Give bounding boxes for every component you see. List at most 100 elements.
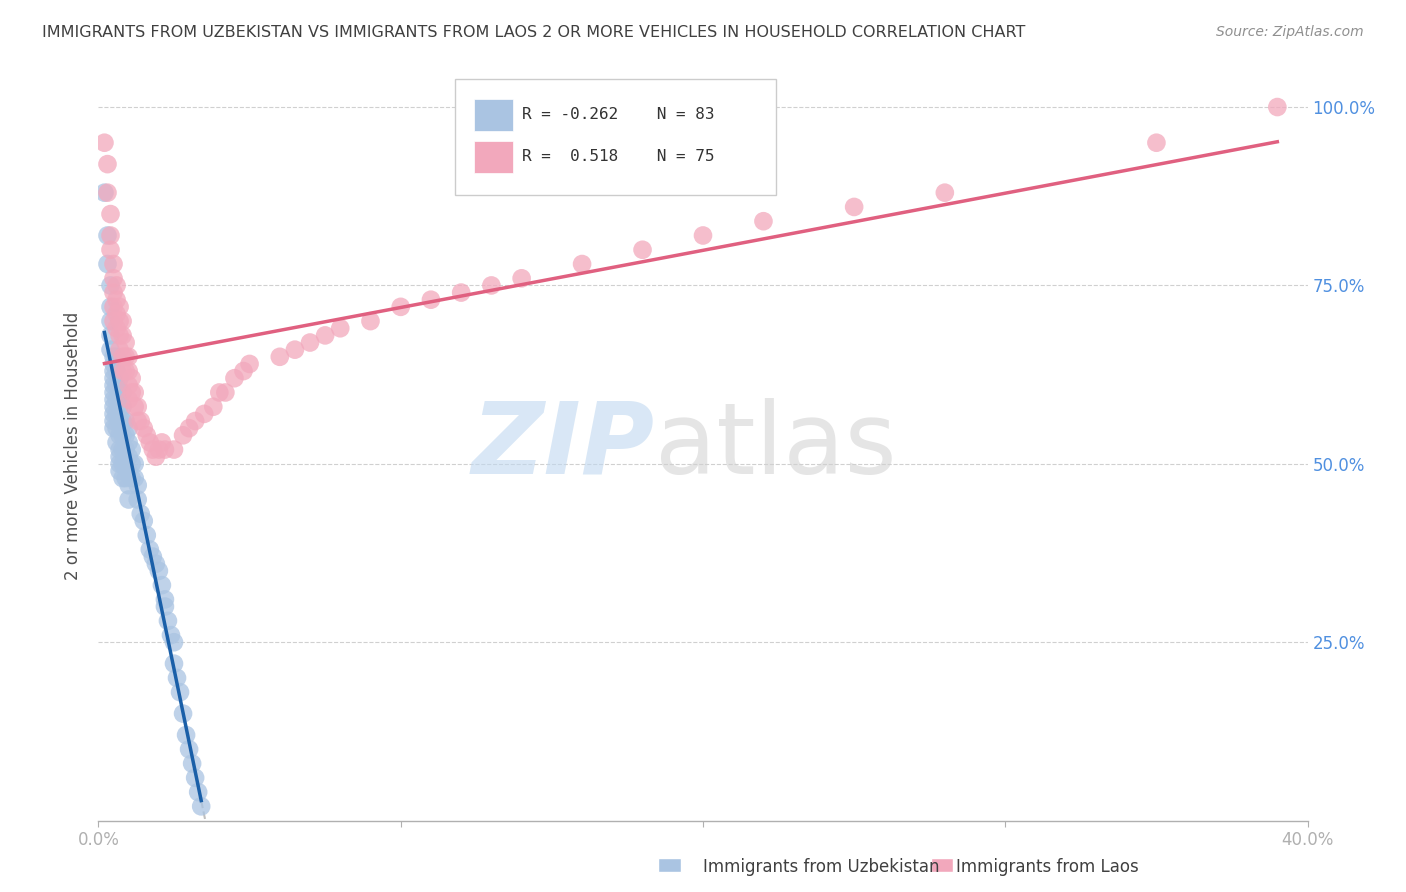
Point [111,314,134,328]
Point [214,385,236,400]
Point [100,243,122,257]
Point [193,407,215,421]
Point [179,421,201,435]
Point [450,285,472,300]
Text: atlas: atlas [655,398,896,494]
Point [145,450,167,464]
Point [105,321,128,335]
Point [111,400,134,414]
Point [184,771,207,785]
Point [114,350,136,364]
Point [232,364,254,378]
Point [121,442,143,457]
Point [111,471,134,485]
Point [108,385,131,400]
Point [187,785,209,799]
Point [139,435,162,450]
Point [93,136,115,150]
Point [96,257,118,271]
Point [150,435,173,450]
Point [103,400,125,414]
Point [111,428,134,442]
Point [127,478,149,492]
Point [163,442,186,457]
Point [1267,100,1289,114]
Point [121,371,143,385]
Point [132,514,155,528]
Point [118,450,141,464]
Point [108,457,131,471]
Point [179,742,201,756]
Point [103,378,125,392]
Point [118,392,141,407]
Point [108,414,131,428]
Point [329,321,352,335]
Point [153,599,176,614]
Point [150,578,173,592]
FancyBboxPatch shape [474,141,513,172]
Point [114,457,136,471]
Point [153,442,176,457]
Point [103,392,125,407]
Point [129,507,152,521]
Point [105,435,128,450]
Point [132,421,155,435]
Point [510,271,533,285]
Point [121,457,143,471]
Point [100,343,122,357]
Point [108,314,131,328]
Point [148,564,170,578]
Point [135,528,157,542]
Bar [931,858,953,872]
Point [100,278,122,293]
Point [166,671,188,685]
Point [103,257,125,271]
Point [142,442,165,457]
Point [420,293,443,307]
Point [299,335,322,350]
Point [202,400,225,414]
Point [111,442,134,457]
Point [127,400,149,414]
Point [1144,136,1167,150]
Point [105,278,128,293]
Point [135,428,157,442]
Point [118,435,141,450]
Point [481,278,503,293]
Point [571,257,593,271]
Text: R = -0.262    N = 83: R = -0.262 N = 83 [522,107,714,122]
Point [96,186,118,200]
Point [100,207,122,221]
Point [124,400,146,414]
Point [284,343,307,357]
Point [108,371,131,385]
Point [169,685,191,699]
Point [105,392,128,407]
Point [114,428,136,442]
Point [145,557,167,571]
Point [181,756,204,771]
Point [103,407,125,421]
Point [108,442,131,457]
Point [124,457,146,471]
Point [844,200,866,214]
Point [153,592,176,607]
Point [118,350,141,364]
Point [108,450,131,464]
Point [108,343,131,357]
Point [118,478,141,492]
Point [208,385,231,400]
Y-axis label: 2 or more Vehicles in Household: 2 or more Vehicles in Household [65,312,83,580]
Point [100,228,122,243]
FancyBboxPatch shape [474,99,513,130]
Text: R =  0.518    N = 75: R = 0.518 N = 75 [522,149,714,164]
Point [108,400,131,414]
Point [314,328,336,343]
Point [103,271,125,285]
Point [127,492,149,507]
Point [111,350,134,364]
Point [96,157,118,171]
Point [103,285,125,300]
Point [127,414,149,428]
Point [118,492,141,507]
